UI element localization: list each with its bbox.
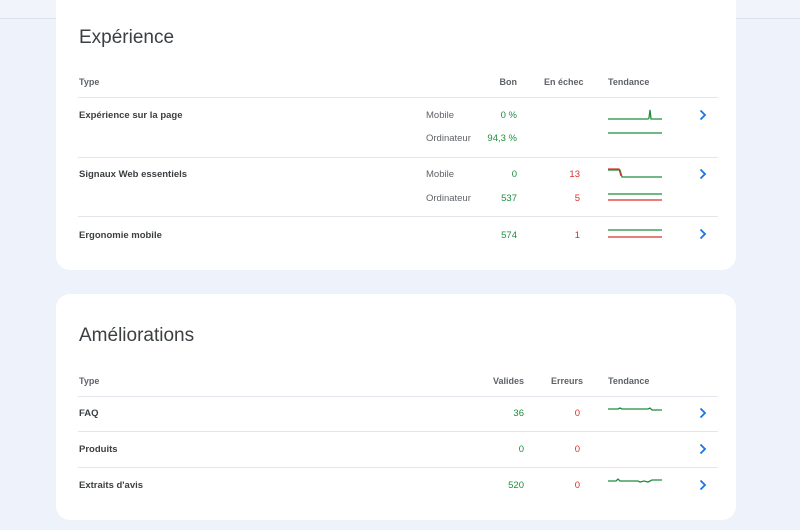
good-value: 0 %	[500, 110, 517, 121]
fail-value: 1	[574, 230, 580, 241]
valid-value: 0	[518, 444, 524, 455]
trend-sparkline	[608, 407, 662, 411]
chevron-right-icon[interactable]	[696, 478, 710, 492]
header-trend: Tendance	[608, 376, 650, 386]
errors-value: 0	[574, 444, 580, 455]
row-divider	[78, 431, 718, 432]
header-good: Bon	[499, 77, 518, 87]
device-desktop: Ordinateur	[426, 133, 471, 144]
row-divider	[78, 396, 718, 397]
header-type: Type	[79, 376, 100, 386]
improvements-title: Améliorations	[79, 325, 195, 346]
trend-sparkline	[608, 168, 662, 201]
header-errors: Erreurs	[551, 376, 584, 386]
device-desktop: Ordinateur	[426, 193, 471, 204]
good-value: 537	[501, 193, 517, 204]
chevron-right-icon[interactable]	[696, 227, 710, 241]
row-label-products: Produits	[79, 444, 118, 455]
improvements-card: Améliorations Type Valides Erreurs Tenda…	[56, 294, 736, 520]
row-divider	[78, 467, 718, 468]
chevron-right-icon[interactable]	[696, 442, 710, 456]
row-divider	[78, 97, 718, 98]
row-label-review-snippets: Extraits d'avis	[79, 480, 144, 491]
good-value: 574	[501, 230, 517, 241]
valid-value: 36	[513, 408, 524, 419]
fail-value: 5	[574, 193, 580, 204]
device-mobile: Mobile	[426, 169, 454, 180]
chevron-right-icon[interactable]	[696, 167, 710, 181]
device-mobile: Mobile	[426, 110, 454, 121]
errors-value: 0	[574, 408, 580, 419]
good-value: 0	[511, 169, 517, 180]
row-divider	[78, 216, 718, 217]
experience-title: Expérience	[79, 27, 175, 48]
errors-value: 0	[574, 480, 580, 491]
row-label-mobile-usability: Ergonomie mobile	[79, 230, 162, 241]
valid-value: 520	[508, 480, 524, 491]
trend-sparkline	[608, 229, 662, 238]
fail-value: 13	[569, 169, 580, 180]
row-label-core-web-vitals: Signaux Web essentiels	[79, 169, 188, 180]
header-fail: En échec	[544, 77, 584, 87]
good-value: 94,3 %	[487, 133, 517, 144]
header-type: Type	[79, 77, 100, 87]
header-valid: Valides	[492, 376, 524, 386]
row-label-page-experience: Expérience sur la page	[79, 110, 183, 121]
trend-sparkline	[608, 478, 662, 483]
header-trend: Tendance	[608, 77, 650, 87]
row-divider	[78, 157, 718, 158]
chevron-right-icon[interactable]	[696, 108, 710, 122]
experience-card: Expérience Type Bon En échec Tendance Ex…	[56, 0, 736, 270]
row-label-faq: FAQ	[79, 408, 99, 419]
trend-sparkline	[608, 109, 662, 134]
chevron-right-icon[interactable]	[696, 406, 710, 420]
